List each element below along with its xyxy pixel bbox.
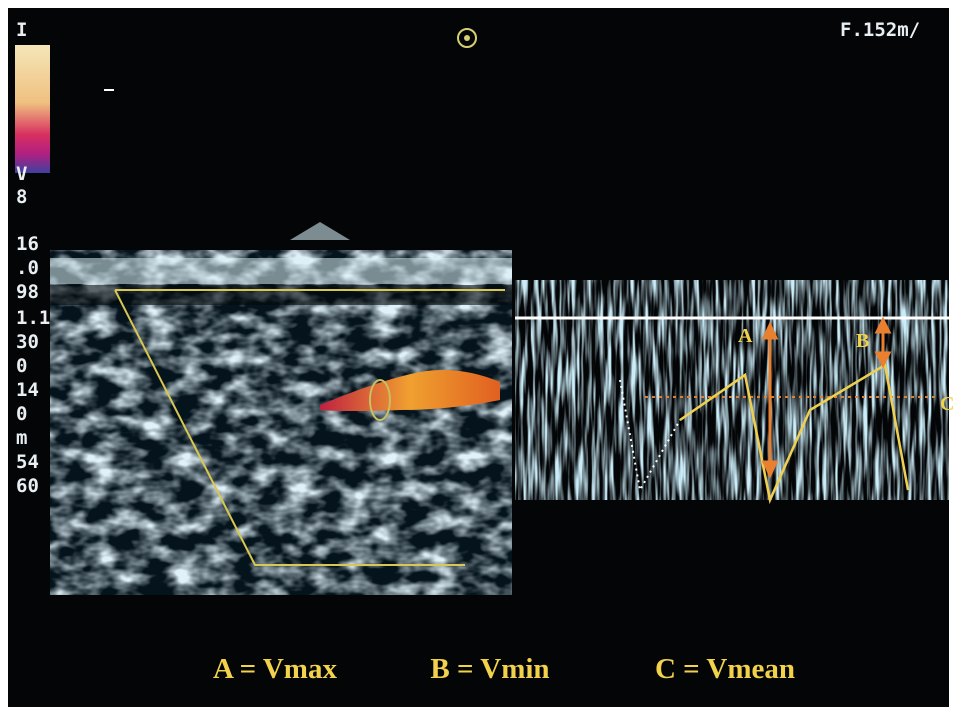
legend-item: C = Vmean	[655, 653, 795, 685]
scale-label: 8	[16, 186, 27, 208]
scale-label: 1.1	[16, 307, 50, 329]
scale-label: 16	[16, 233, 39, 255]
scale-label: 30	[16, 331, 39, 353]
waveform-label: B	[856, 330, 869, 352]
scale-label: 98	[16, 281, 39, 303]
scale-label: 0	[16, 355, 27, 377]
vessel-lumen	[50, 285, 512, 305]
scale-label: I	[16, 19, 27, 41]
readout: F.152m/	[840, 19, 920, 41]
legend-item: B = Vmin	[430, 653, 549, 685]
color-scale	[15, 45, 50, 173]
doppler-spectrum	[515, 280, 949, 500]
legend: A = Vmax B = Vmin C = Vmean	[213, 653, 795, 685]
scale-label: 54	[16, 451, 39, 473]
waveform-label: A	[738, 325, 753, 347]
waveform-label: C	[940, 393, 954, 415]
vessel-wall	[50, 258, 512, 284]
ultrasound-screen: F.152m/ IV816.0981.1300140m5460 ABC A = …	[0, 0, 957, 715]
scale-label: V	[16, 163, 27, 185]
probe-icon-dot	[464, 35, 470, 41]
scale-label: .0	[16, 257, 39, 279]
scale-label: m	[16, 427, 27, 449]
scale-label: 14	[16, 379, 39, 401]
legend-item: A = Vmax	[213, 653, 337, 685]
scale-label: 60	[16, 475, 39, 497]
scale-label: 0	[16, 403, 27, 425]
